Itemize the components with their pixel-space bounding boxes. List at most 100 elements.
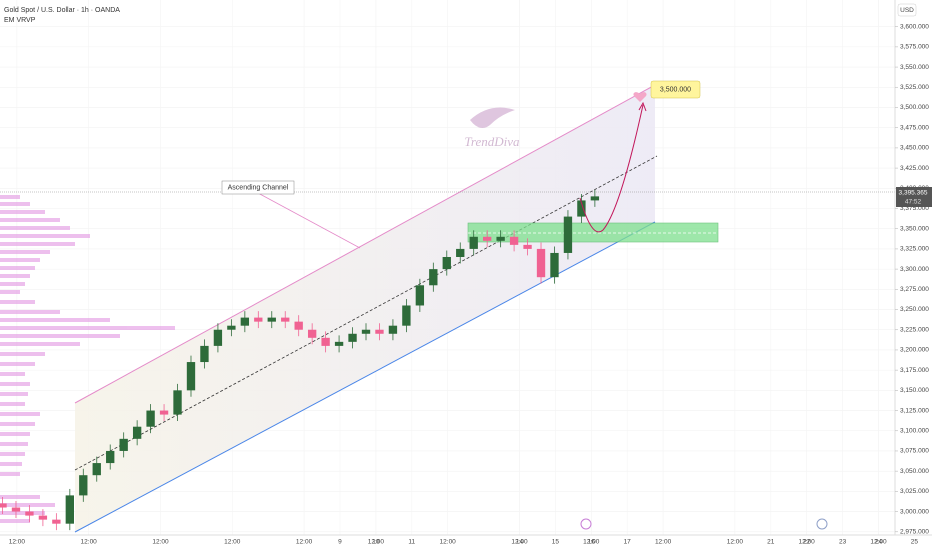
candle-body <box>388 325 398 334</box>
candle-body <box>509 236 519 245</box>
candles <box>0 189 600 531</box>
chart-title: Gold Spot / U.S. Dollar · 1h · OANDA <box>4 7 120 14</box>
x-tick-label: 24 <box>875 539 883 546</box>
candle-body <box>469 236 478 249</box>
x-tick-label: 12:00 <box>368 539 385 546</box>
channel-callout-line <box>257 192 361 249</box>
event-icon[interactable] <box>816 518 828 530</box>
candle-body <box>92 463 101 476</box>
y-tick-label: 3,025.000 <box>900 488 929 495</box>
candle-body <box>173 390 182 415</box>
x-tick-label: 12:00 <box>583 539 600 546</box>
candle-body <box>281 317 290 322</box>
candle-body <box>119 438 128 451</box>
target-box <box>650 80 701 99</box>
channel-mid <box>74 155 658 471</box>
candle-body <box>0 503 7 508</box>
candle-body <box>200 345 209 363</box>
y-tick-label: 2,975.000 <box>900 528 929 535</box>
x-tick-label: 12:00 <box>9 539 26 546</box>
y-tick-label: 3,225.000 <box>900 326 929 333</box>
y-tick-label: 3,350.000 <box>900 225 929 232</box>
candle-body <box>25 511 34 516</box>
x-tick-label: 12:00 <box>152 539 169 546</box>
candle-body <box>334 341 344 346</box>
x-tick-label: 12:00 <box>511 539 528 546</box>
y-tick-label: 3,250.000 <box>900 306 929 313</box>
watermark: TrendDiva <box>464 107 520 149</box>
x-tick-label: 16 <box>588 539 596 546</box>
countdown: 47:52 <box>905 199 922 206</box>
y-tick-label: 3,075.000 <box>900 448 929 455</box>
demand-zone <box>467 222 719 243</box>
channel-callout <box>221 180 295 195</box>
candle-body <box>294 321 303 330</box>
candle-body <box>482 236 492 241</box>
candle-body <box>375 329 384 334</box>
candle-body <box>536 248 546 278</box>
candle-body <box>550 252 559 278</box>
candle-body <box>402 305 411 326</box>
heart <box>633 92 647 102</box>
candle-body <box>415 285 425 306</box>
x-tick-label: 21 <box>767 539 775 546</box>
y-tick-label: 3,300.000 <box>900 266 929 273</box>
candle-body <box>442 256 451 270</box>
candle-body <box>79 475 88 496</box>
y-tick-label: 3,550.000 <box>900 64 929 71</box>
x-tick-label: 23 <box>839 539 847 546</box>
x-tick-label: 12:00 <box>870 539 887 546</box>
y-tick-label: 3,450.000 <box>900 145 929 152</box>
projection-path <box>579 104 644 233</box>
x-tick-label: 12:00 <box>296 539 313 546</box>
candle-body <box>590 196 600 201</box>
x-tick-label: 12:00 <box>224 539 241 546</box>
y-axis: 2,975.000 3,000.000 3,025.000 3,050.000 3,07… <box>895 23 929 535</box>
channel-area <box>75 85 655 532</box>
y-tick-label: 3,125.000 <box>900 407 929 414</box>
candle-body <box>240 317 250 326</box>
channel-label: Ascending Channel <box>228 184 289 191</box>
x-tick-label: 12:00 <box>440 539 457 546</box>
candle-body <box>213 329 223 346</box>
x-tick-label: 12:00 <box>81 539 98 546</box>
candle-body <box>146 410 155 427</box>
x-tick-label: 25 <box>911 539 919 546</box>
candle-body <box>186 362 196 391</box>
x-tick-label: 22 <box>803 539 811 546</box>
y-tick-label: 3,325.000 <box>900 246 929 253</box>
projection-arrow <box>638 101 647 112</box>
x-tick-label: 10 <box>372 539 380 546</box>
y-tick-label: 3,425.000 <box>900 165 929 172</box>
candle-body <box>577 200 586 217</box>
x-tick-label: 9 <box>338 539 342 546</box>
y-tick-label: 3,000.000 <box>900 508 929 515</box>
watermark-text: TrendDiva <box>464 134 520 149</box>
y-tick-label: 3,175.000 <box>900 367 929 374</box>
currency-box <box>897 3 917 17</box>
channel-top <box>74 84 656 404</box>
candle-body <box>307 329 317 338</box>
candle-body <box>52 519 61 524</box>
x-tick-label: 11 <box>408 539 415 546</box>
y-tick-label: 3,050.000 <box>900 468 929 475</box>
event-icon[interactable] <box>580 518 592 530</box>
y-tick-label: 3,275.000 <box>900 286 929 293</box>
y-tick-label: 3,200.000 <box>900 347 929 354</box>
y-tick-label: 3,100.000 <box>900 427 929 434</box>
candle-body <box>321 337 330 346</box>
y-tick-label: 3,150.000 <box>900 387 929 394</box>
candle-body <box>254 317 263 322</box>
candle-body <box>106 450 115 464</box>
x-tick-label: 12:00 <box>727 539 744 546</box>
price-axis-bg <box>895 0 932 550</box>
candle-body <box>267 317 276 322</box>
volume-profile <box>0 195 175 523</box>
y-tick-label: 3,475.000 <box>900 124 929 131</box>
x-tick-label: 15 <box>552 539 560 546</box>
y-tick-label: 3,525.000 <box>900 84 929 91</box>
candle-body <box>429 269 438 286</box>
x-tick-label: 14 <box>516 539 524 546</box>
